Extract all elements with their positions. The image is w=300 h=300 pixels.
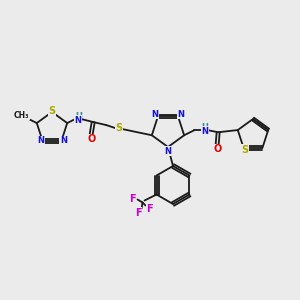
Text: N: N	[37, 136, 44, 146]
Text: N: N	[202, 127, 209, 136]
Text: F: F	[129, 194, 136, 203]
Text: O: O	[213, 144, 221, 154]
Text: N: N	[164, 146, 172, 155]
Text: H: H	[75, 112, 82, 121]
Text: N: N	[75, 116, 82, 124]
Text: N: N	[60, 136, 67, 146]
Text: N: N	[178, 110, 184, 119]
Text: F: F	[146, 203, 153, 214]
Text: S: S	[116, 123, 123, 133]
Text: CH₃: CH₃	[14, 111, 29, 120]
Text: S: S	[48, 106, 56, 116]
Text: F: F	[135, 208, 142, 218]
Text: O: O	[87, 134, 95, 144]
Text: H: H	[202, 123, 208, 132]
Text: N: N	[152, 110, 158, 119]
Text: S: S	[241, 145, 248, 155]
